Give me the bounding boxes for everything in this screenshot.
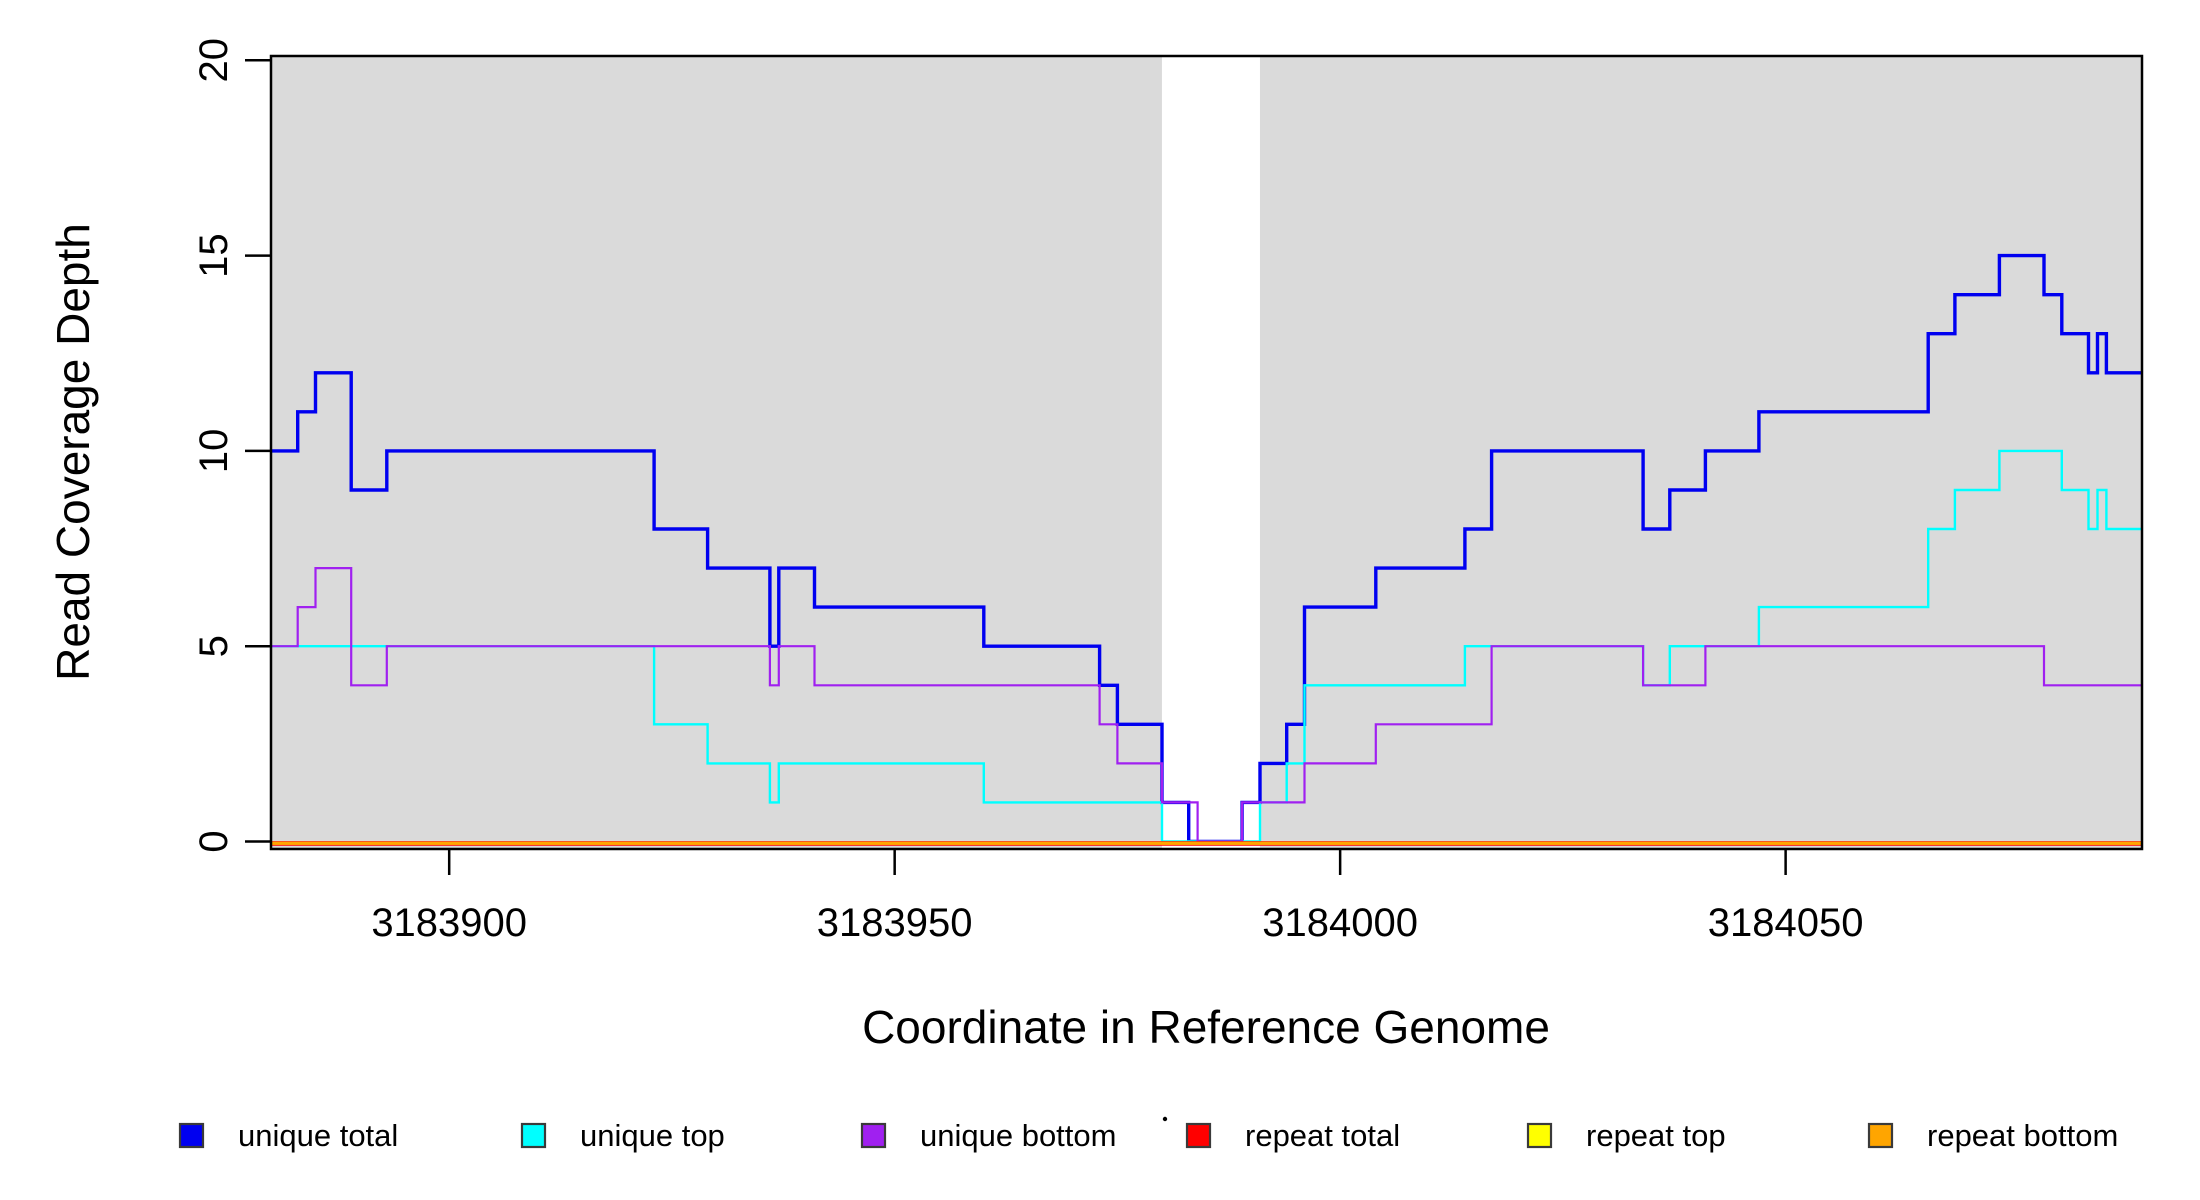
- plot-border-box: [269, 54, 2144, 851]
- series-line-unique-total: [271, 253, 2142, 844]
- x-tick-label: 3184050: [1708, 901, 1864, 945]
- legend-label-repeat-bottom: repeat bottom: [1927, 1118, 2118, 1153]
- x-tick-label: 3183950: [817, 901, 973, 945]
- x-tick-label: 3183900: [371, 901, 527, 945]
- x-tick-label: 3184000: [1262, 901, 1418, 945]
- legend-swatch-repeat-bottom: [1867, 1122, 1894, 1149]
- shaded-regions: [271, 56, 2142, 849]
- y-tick-label: 20: [192, 38, 236, 83]
- legend-label-unique-top: unique top: [580, 1118, 725, 1153]
- legend-swatch-unique-bottom: [860, 1122, 887, 1149]
- y-axis-title: Read Coverage Depth: [47, 223, 99, 681]
- shaded-region: [1259, 56, 2142, 849]
- legend-label-unique-bottom: unique bottom: [920, 1118, 1116, 1153]
- y-tick-label: 0: [192, 830, 236, 852]
- legend-label-repeat-total: repeat total: [1245, 1118, 1400, 1153]
- stray-point-dot: [1162, 1116, 1168, 1122]
- x-axis-title: Coordinate in Reference Genome: [862, 1001, 1550, 1053]
- legend-swatch-unique-total: [178, 1122, 205, 1149]
- y-axis-ticks: 0 5 10 15 20: [192, 38, 271, 853]
- legend-swatch-repeat-total: [1185, 1122, 1212, 1149]
- series-line-unique-bottom: [271, 567, 2142, 843]
- legend: unique total unique top unique bottom repea…: [178, 1118, 2118, 1153]
- legend-swatch-repeat-top: [1526, 1122, 1553, 1149]
- y-tick-label: 5: [192, 635, 236, 657]
- legend-label-repeat-top: repeat top: [1586, 1118, 1726, 1153]
- coverage-series-lines: [271, 253, 2142, 846]
- x-axis-ticks: 3183900 3183950 3184000 3184050: [371, 849, 1863, 945]
- y-tick-label: 10: [192, 429, 236, 474]
- y-tick-label: 15: [192, 233, 236, 278]
- legend-swatch-unique-top: [520, 1122, 547, 1149]
- legend-label-unique-total: unique total: [238, 1118, 398, 1153]
